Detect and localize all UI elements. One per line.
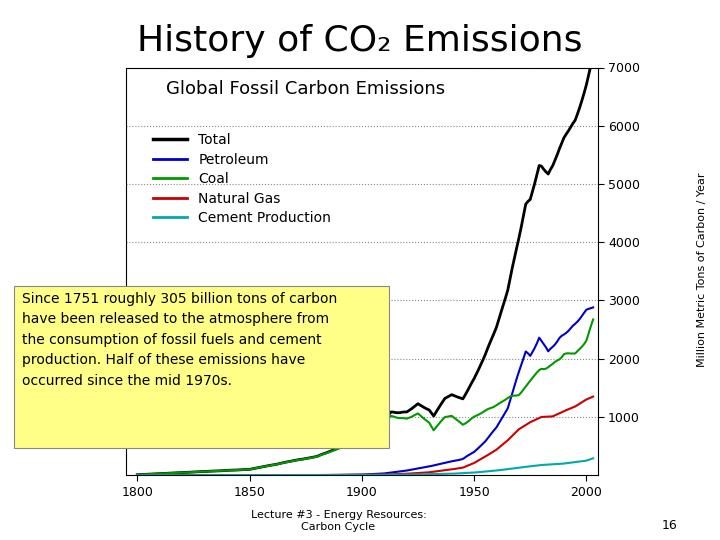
Text: Lecture #3 - Energy Resources:
Carbon Cycle: Lecture #3 - Energy Resources: Carbon Cy… <box>251 510 426 532</box>
Text: Since 1751 roughly 305 billion tons of carbon
have been released to the atmosphe: Since 1751 roughly 305 billion tons of c… <box>22 292 337 388</box>
Text: History of CO₂ Emissions: History of CO₂ Emissions <box>138 24 582 58</box>
Legend: Total, Petroleum, Coal, Natural Gas, Cement Production: Total, Petroleum, Coal, Natural Gas, Cem… <box>147 127 337 231</box>
Text: Global Fossil Carbon Emissions: Global Fossil Carbon Emissions <box>166 80 445 98</box>
Text: Million Metric Tons of Carbon / Year: Million Metric Tons of Carbon / Year <box>697 173 707 367</box>
Text: 16: 16 <box>662 519 678 532</box>
